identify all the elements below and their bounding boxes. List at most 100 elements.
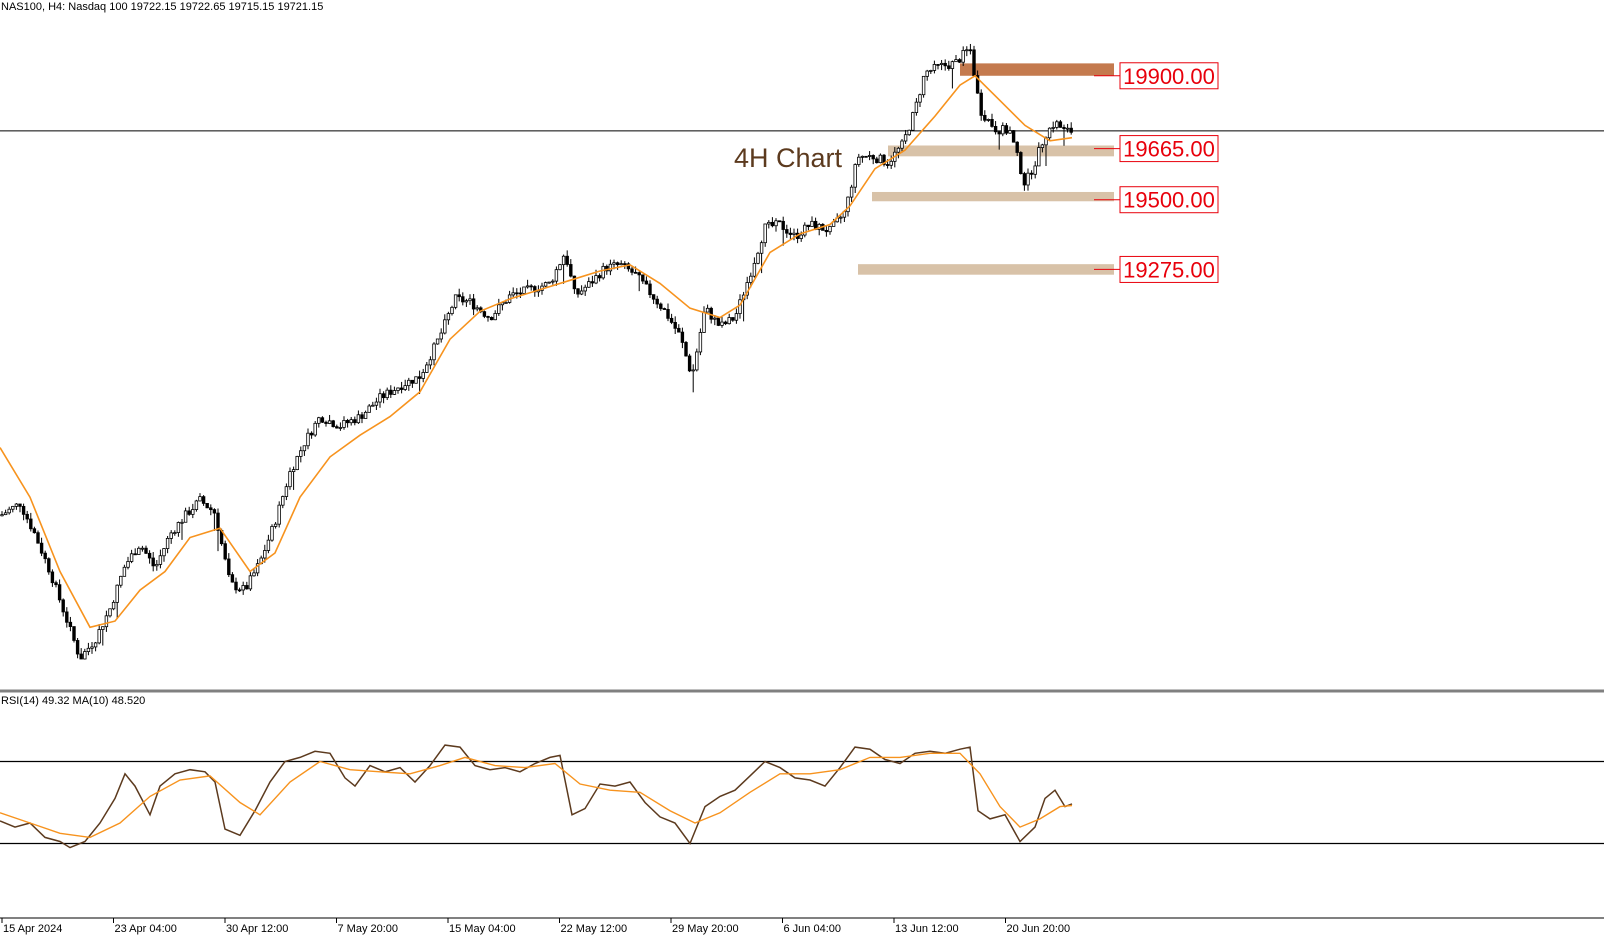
candle bbox=[471, 293, 476, 316]
candle bbox=[911, 111, 915, 131]
candle bbox=[763, 223, 767, 247]
candle bbox=[918, 93, 922, 108]
candle bbox=[241, 581, 245, 595]
candle bbox=[381, 391, 386, 404]
candle bbox=[803, 222, 807, 238]
candle bbox=[194, 499, 199, 512]
candle bbox=[630, 266, 634, 276]
candle bbox=[770, 217, 775, 228]
candle bbox=[374, 397, 379, 410]
candle bbox=[345, 418, 350, 428]
candle bbox=[997, 130, 1001, 150]
candle bbox=[1004, 123, 1009, 136]
candle bbox=[637, 271, 641, 292]
candle bbox=[115, 584, 119, 619]
candle bbox=[61, 598, 65, 617]
candle bbox=[975, 70, 980, 94]
candle bbox=[896, 146, 901, 159]
candle bbox=[360, 411, 364, 424]
candle bbox=[7, 506, 11, 515]
candle bbox=[723, 320, 728, 326]
candle bbox=[173, 530, 177, 536]
candle bbox=[1047, 127, 1052, 141]
candle bbox=[342, 416, 346, 430]
candle bbox=[1040, 143, 1045, 153]
candle bbox=[623, 261, 627, 269]
candle bbox=[396, 387, 400, 394]
candle bbox=[482, 310, 487, 319]
candlesticks bbox=[0, 43, 1073, 660]
candle bbox=[943, 59, 947, 71]
candle bbox=[846, 196, 850, 217]
candle bbox=[363, 410, 368, 419]
candle bbox=[651, 294, 656, 304]
candle bbox=[673, 316, 677, 335]
candle bbox=[111, 600, 116, 611]
candle bbox=[266, 534, 271, 554]
candle bbox=[569, 259, 573, 278]
time-tick-label: 6 Jun 04:00 bbox=[784, 923, 842, 935]
price-level-label-0: 19900.00 bbox=[1123, 64, 1215, 89]
candle bbox=[659, 302, 663, 311]
candle bbox=[597, 273, 602, 282]
candle bbox=[450, 305, 454, 316]
candle bbox=[1011, 130, 1016, 143]
candle bbox=[389, 385, 393, 398]
candle bbox=[983, 110, 987, 123]
candle bbox=[608, 259, 613, 276]
candle bbox=[309, 431, 314, 439]
candle bbox=[785, 224, 789, 238]
candle bbox=[1022, 171, 1027, 191]
candle bbox=[414, 376, 418, 384]
candle bbox=[183, 507, 188, 523]
candle bbox=[230, 572, 235, 583]
price-level-label-2: 19500.00 bbox=[1123, 188, 1215, 213]
candle bbox=[277, 501, 281, 528]
candle bbox=[947, 60, 951, 71]
candle bbox=[853, 163, 857, 193]
price-level-label-3: 19275.00 bbox=[1123, 257, 1215, 282]
candle bbox=[32, 526, 37, 534]
candle bbox=[965, 46, 969, 57]
candle bbox=[522, 286, 526, 295]
chart-annotation: 4H Chart bbox=[734, 143, 843, 173]
candle bbox=[1026, 168, 1030, 191]
candle bbox=[511, 287, 515, 298]
candle bbox=[1058, 119, 1063, 128]
candle bbox=[180, 519, 184, 540]
candle bbox=[302, 445, 307, 456]
candle bbox=[137, 546, 141, 555]
candle bbox=[147, 550, 152, 564]
candle bbox=[493, 310, 497, 321]
price-level-box-3 bbox=[1119, 255, 1219, 283]
candle bbox=[54, 580, 58, 588]
time-axis: 15 Apr 2024 23 Apr 04:00 30 Apr 12:00 7 May… bbox=[0, 917, 1604, 935]
candle bbox=[457, 288, 461, 302]
candle bbox=[554, 266, 559, 286]
candle bbox=[907, 129, 911, 136]
price-zones bbox=[858, 63, 1114, 275]
candle bbox=[90, 642, 94, 654]
candle bbox=[435, 338, 440, 345]
candle bbox=[662, 307, 667, 310]
time-tick-label: 30 Apr 12:00 bbox=[226, 923, 288, 935]
candle bbox=[68, 616, 73, 632]
candle bbox=[810, 216, 814, 228]
candle bbox=[119, 575, 123, 588]
candle bbox=[698, 328, 703, 356]
candle bbox=[666, 303, 670, 322]
candle bbox=[695, 348, 699, 372]
candle bbox=[428, 356, 433, 370]
candle bbox=[385, 387, 389, 401]
candle bbox=[817, 222, 821, 236]
candle bbox=[50, 569, 55, 587]
candle bbox=[691, 364, 695, 393]
candle bbox=[93, 641, 98, 652]
candle bbox=[875, 156, 879, 164]
candle bbox=[367, 403, 371, 413]
time-tick-label: 15 Apr 2024 bbox=[3, 923, 62, 935]
candle bbox=[97, 624, 101, 645]
candle bbox=[475, 305, 479, 312]
candle bbox=[151, 552, 155, 572]
